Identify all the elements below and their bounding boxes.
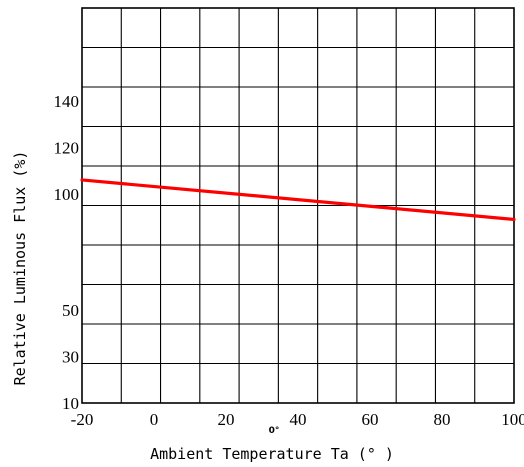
x-tick-label: 60	[362, 410, 379, 429]
x-tick-label: 40	[290, 410, 307, 429]
x-tick-labels: -20 0 20 40 60 80 100	[71, 410, 524, 429]
x-tick-label: 20	[218, 410, 235, 429]
x-axis-degree-mark: 0°	[269, 426, 280, 436]
x-tick-label: -20	[71, 410, 94, 429]
y-tick-label: 10	[62, 394, 79, 413]
y-tick-label: 30	[62, 348, 79, 367]
grid	[82, 8, 514, 403]
y-tick-label: 100	[54, 185, 80, 204]
plot-frame	[81, 7, 515, 404]
y-tick-label: 140	[54, 92, 80, 111]
y-tick-label: 120	[54, 138, 80, 157]
y-tick-labels: 10 30 50 100 120 140	[54, 92, 80, 413]
y-tick-label: 50	[62, 301, 79, 320]
x-tick-label: 100	[501, 410, 524, 429]
series-line	[80, 178, 516, 222]
x-tick-label: 0	[150, 410, 159, 429]
x-axis-title: Ambient Temperature Ta (° )	[150, 445, 394, 463]
x-tick-label: 80	[434, 410, 451, 429]
y-axis-title: Relative Luminous Flux (%)	[11, 151, 29, 386]
series-layer	[80, 178, 516, 222]
